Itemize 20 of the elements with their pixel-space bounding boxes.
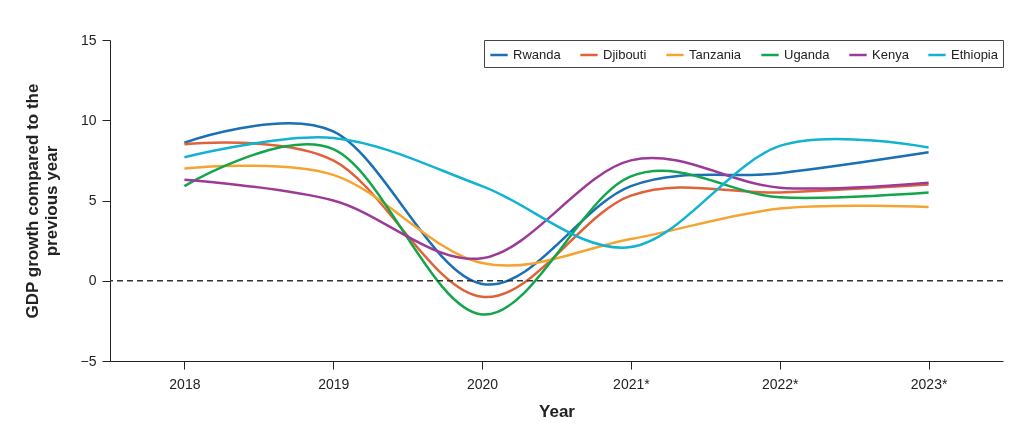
legend-label: Uganda	[784, 47, 831, 62]
legend-label: Tanzania	[689, 47, 742, 62]
y-tick-label: 15	[80, 31, 97, 48]
x-tick-label: 2018	[169, 375, 201, 392]
legend-label: Kenya	[872, 47, 910, 62]
x-tick-label: 2021*	[613, 375, 651, 392]
y-axis-title: GDP growth compared to the previous year	[22, 83, 61, 319]
y-tick-label: −5	[80, 352, 97, 369]
x-tick-label: 2023*	[910, 375, 948, 392]
y-tick-label: 0	[88, 272, 97, 289]
legend-label: Ethiopia	[951, 47, 999, 62]
legend-label: Rwanda	[513, 47, 562, 62]
x-tick-label: 2019	[318, 375, 350, 392]
y-tick-label: 10	[80, 111, 97, 128]
x-tick-label: 2020	[467, 375, 499, 392]
line-series	[183, 136, 930, 249]
x-tick-label: 2022*	[761, 375, 800, 392]
y-tick-label: 5	[88, 192, 97, 208]
x-axis-title: Year	[539, 401, 576, 421]
legend-label: Djibouti	[603, 47, 647, 62]
